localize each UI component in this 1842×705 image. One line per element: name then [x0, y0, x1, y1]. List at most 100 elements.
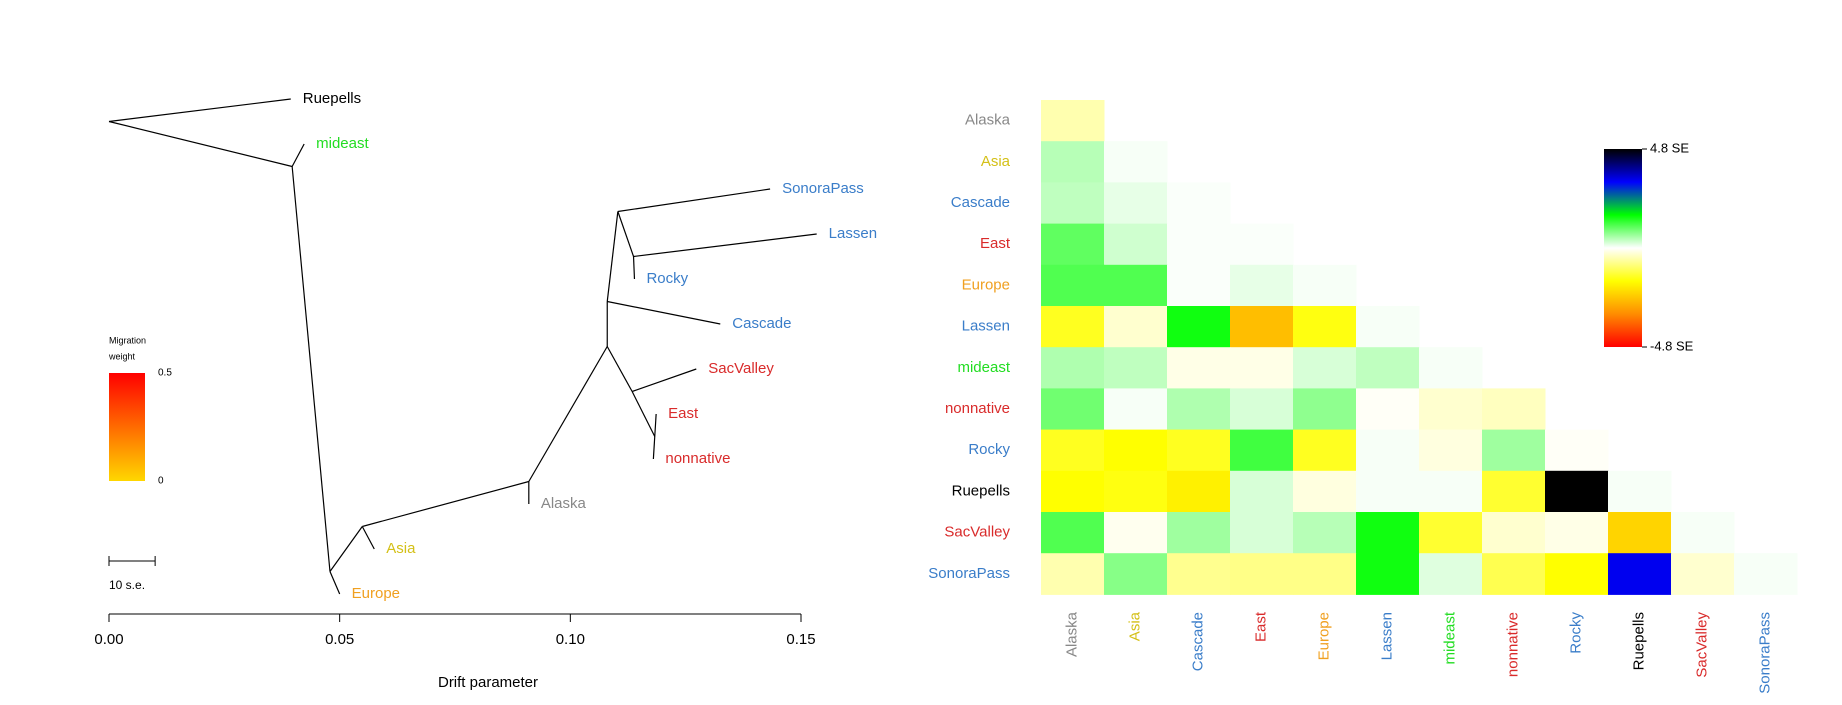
heatmap-cell — [1293, 429, 1357, 472]
legend-tick-label: 0 — [158, 476, 164, 487]
leaf-label: Asia — [386, 540, 416, 557]
tree-edge — [633, 233, 817, 258]
heatmap-cell — [1104, 347, 1168, 389]
heatmap-cell — [1671, 512, 1735, 554]
row-label: Rocky — [968, 441, 1010, 458]
heatmap-cell — [1419, 512, 1483, 554]
leaf-label: SacValley — [708, 360, 774, 377]
row-label: Europe — [962, 276, 1010, 293]
tree-edge — [329, 526, 363, 572]
heatmap-cell — [1671, 553, 1735, 595]
tree-edge — [528, 346, 608, 482]
leaf-label: nonnative — [665, 450, 730, 467]
tree-edge — [654, 413, 657, 437]
tree-edge — [652, 436, 656, 460]
heatmap-cell — [1230, 223, 1294, 266]
heatmap-cell — [1356, 470, 1420, 513]
column-label: mideast — [1441, 611, 1458, 664]
heatmap-cell — [1104, 141, 1168, 183]
heatmap-cell — [1104, 264, 1168, 307]
heatmap-cell — [1419, 388, 1483, 431]
heatmap-cell — [1167, 429, 1231, 472]
heatmap-cell — [1545, 470, 1609, 513]
heatmap-cell — [1293, 553, 1357, 595]
heatmap-cell — [1230, 388, 1294, 431]
heatmap-cell — [1608, 512, 1672, 554]
heatmap-cell — [1041, 141, 1105, 183]
tree-edge — [606, 211, 619, 302]
column-label: SonoraPass — [1756, 612, 1773, 694]
tree-edge — [108, 120, 293, 168]
heatmap-cell — [1167, 512, 1231, 554]
heatmap-cell — [1041, 388, 1105, 431]
heatmap-cell — [1104, 306, 1168, 348]
colorbar — [1604, 149, 1642, 347]
heatmap-cell — [1419, 470, 1483, 513]
heatmap-cell — [1545, 512, 1609, 554]
x-tick-label: 0.10 — [556, 631, 585, 648]
heatmap-cell — [1041, 100, 1105, 142]
heatmap-cell — [1230, 264, 1294, 307]
heatmap-cell — [1230, 470, 1294, 513]
heatmap-cell — [1104, 512, 1168, 554]
heatmap-cell — [1104, 182, 1168, 225]
heatmap-cell — [1041, 223, 1105, 266]
heatmap-cell — [1482, 512, 1546, 554]
heatmap-cell — [1734, 553, 1798, 595]
column-label: nonnative — [1504, 612, 1521, 677]
heatmap-cell — [1419, 347, 1483, 389]
row-label: SonoraPass — [928, 565, 1010, 582]
tree-edge — [632, 256, 636, 280]
column-label: Cascade — [1189, 612, 1206, 671]
tree-edge — [329, 571, 341, 595]
heatmap-cell — [1167, 388, 1231, 431]
column-label: Asia — [1126, 611, 1143, 641]
heatmap-cell — [1041, 306, 1105, 348]
heatmap-cell — [1167, 182, 1231, 225]
heatmap-cell — [1482, 470, 1546, 513]
colorbar-tick-label: 4.8 SE — [1650, 140, 1689, 155]
heatmap-cell — [1356, 347, 1420, 389]
leaf-label: East — [668, 405, 699, 422]
tree-edge — [108, 98, 291, 123]
heatmap-cell — [1230, 553, 1294, 595]
heatmap-cell — [1293, 470, 1357, 513]
tree-edge — [607, 300, 721, 325]
tree-edge — [361, 526, 375, 550]
row-label: East — [980, 235, 1011, 252]
heatmap-cell — [1167, 223, 1231, 266]
heatmap-cell — [1230, 429, 1294, 472]
tree-edge — [291, 166, 331, 572]
heatmap-cell — [1419, 553, 1483, 595]
x-tick-label: 0.05 — [325, 631, 354, 648]
heatmap-cell — [1041, 182, 1105, 225]
column-label: Rocky — [1567, 612, 1584, 654]
column-label: Europe — [1315, 612, 1332, 660]
x-axis-label: Drift parameter — [438, 674, 538, 691]
legend-gradient — [109, 373, 145, 481]
x-tick-label: 0.15 — [786, 631, 815, 648]
heatmap-cell — [1356, 553, 1420, 595]
heatmap-cell — [1167, 470, 1231, 513]
column-label: Lassen — [1378, 612, 1395, 660]
row-label: Ruepells — [952, 482, 1010, 499]
heatmap-cell — [1230, 347, 1294, 389]
heatmap-cell — [1104, 223, 1168, 266]
heatmap-cell — [1167, 306, 1231, 348]
tree-edge — [631, 391, 656, 437]
heatmap-cell — [1545, 553, 1609, 595]
heatmap-cell — [1356, 512, 1420, 554]
row-label: SacValley — [944, 524, 1010, 541]
column-label: SacValley — [1693, 612, 1710, 678]
tree-edge — [617, 188, 771, 213]
leaf-label: Europe — [352, 585, 400, 602]
heatmap-cell — [1356, 388, 1420, 431]
legend-title: Migration — [109, 335, 146, 345]
heatmap-cell — [1482, 388, 1546, 431]
tree-edge — [362, 480, 529, 528]
heatmap-cell — [1545, 429, 1609, 472]
heatmap-cell — [1293, 512, 1357, 554]
tree-edge — [631, 368, 697, 393]
heatmap-cell — [1293, 347, 1357, 389]
